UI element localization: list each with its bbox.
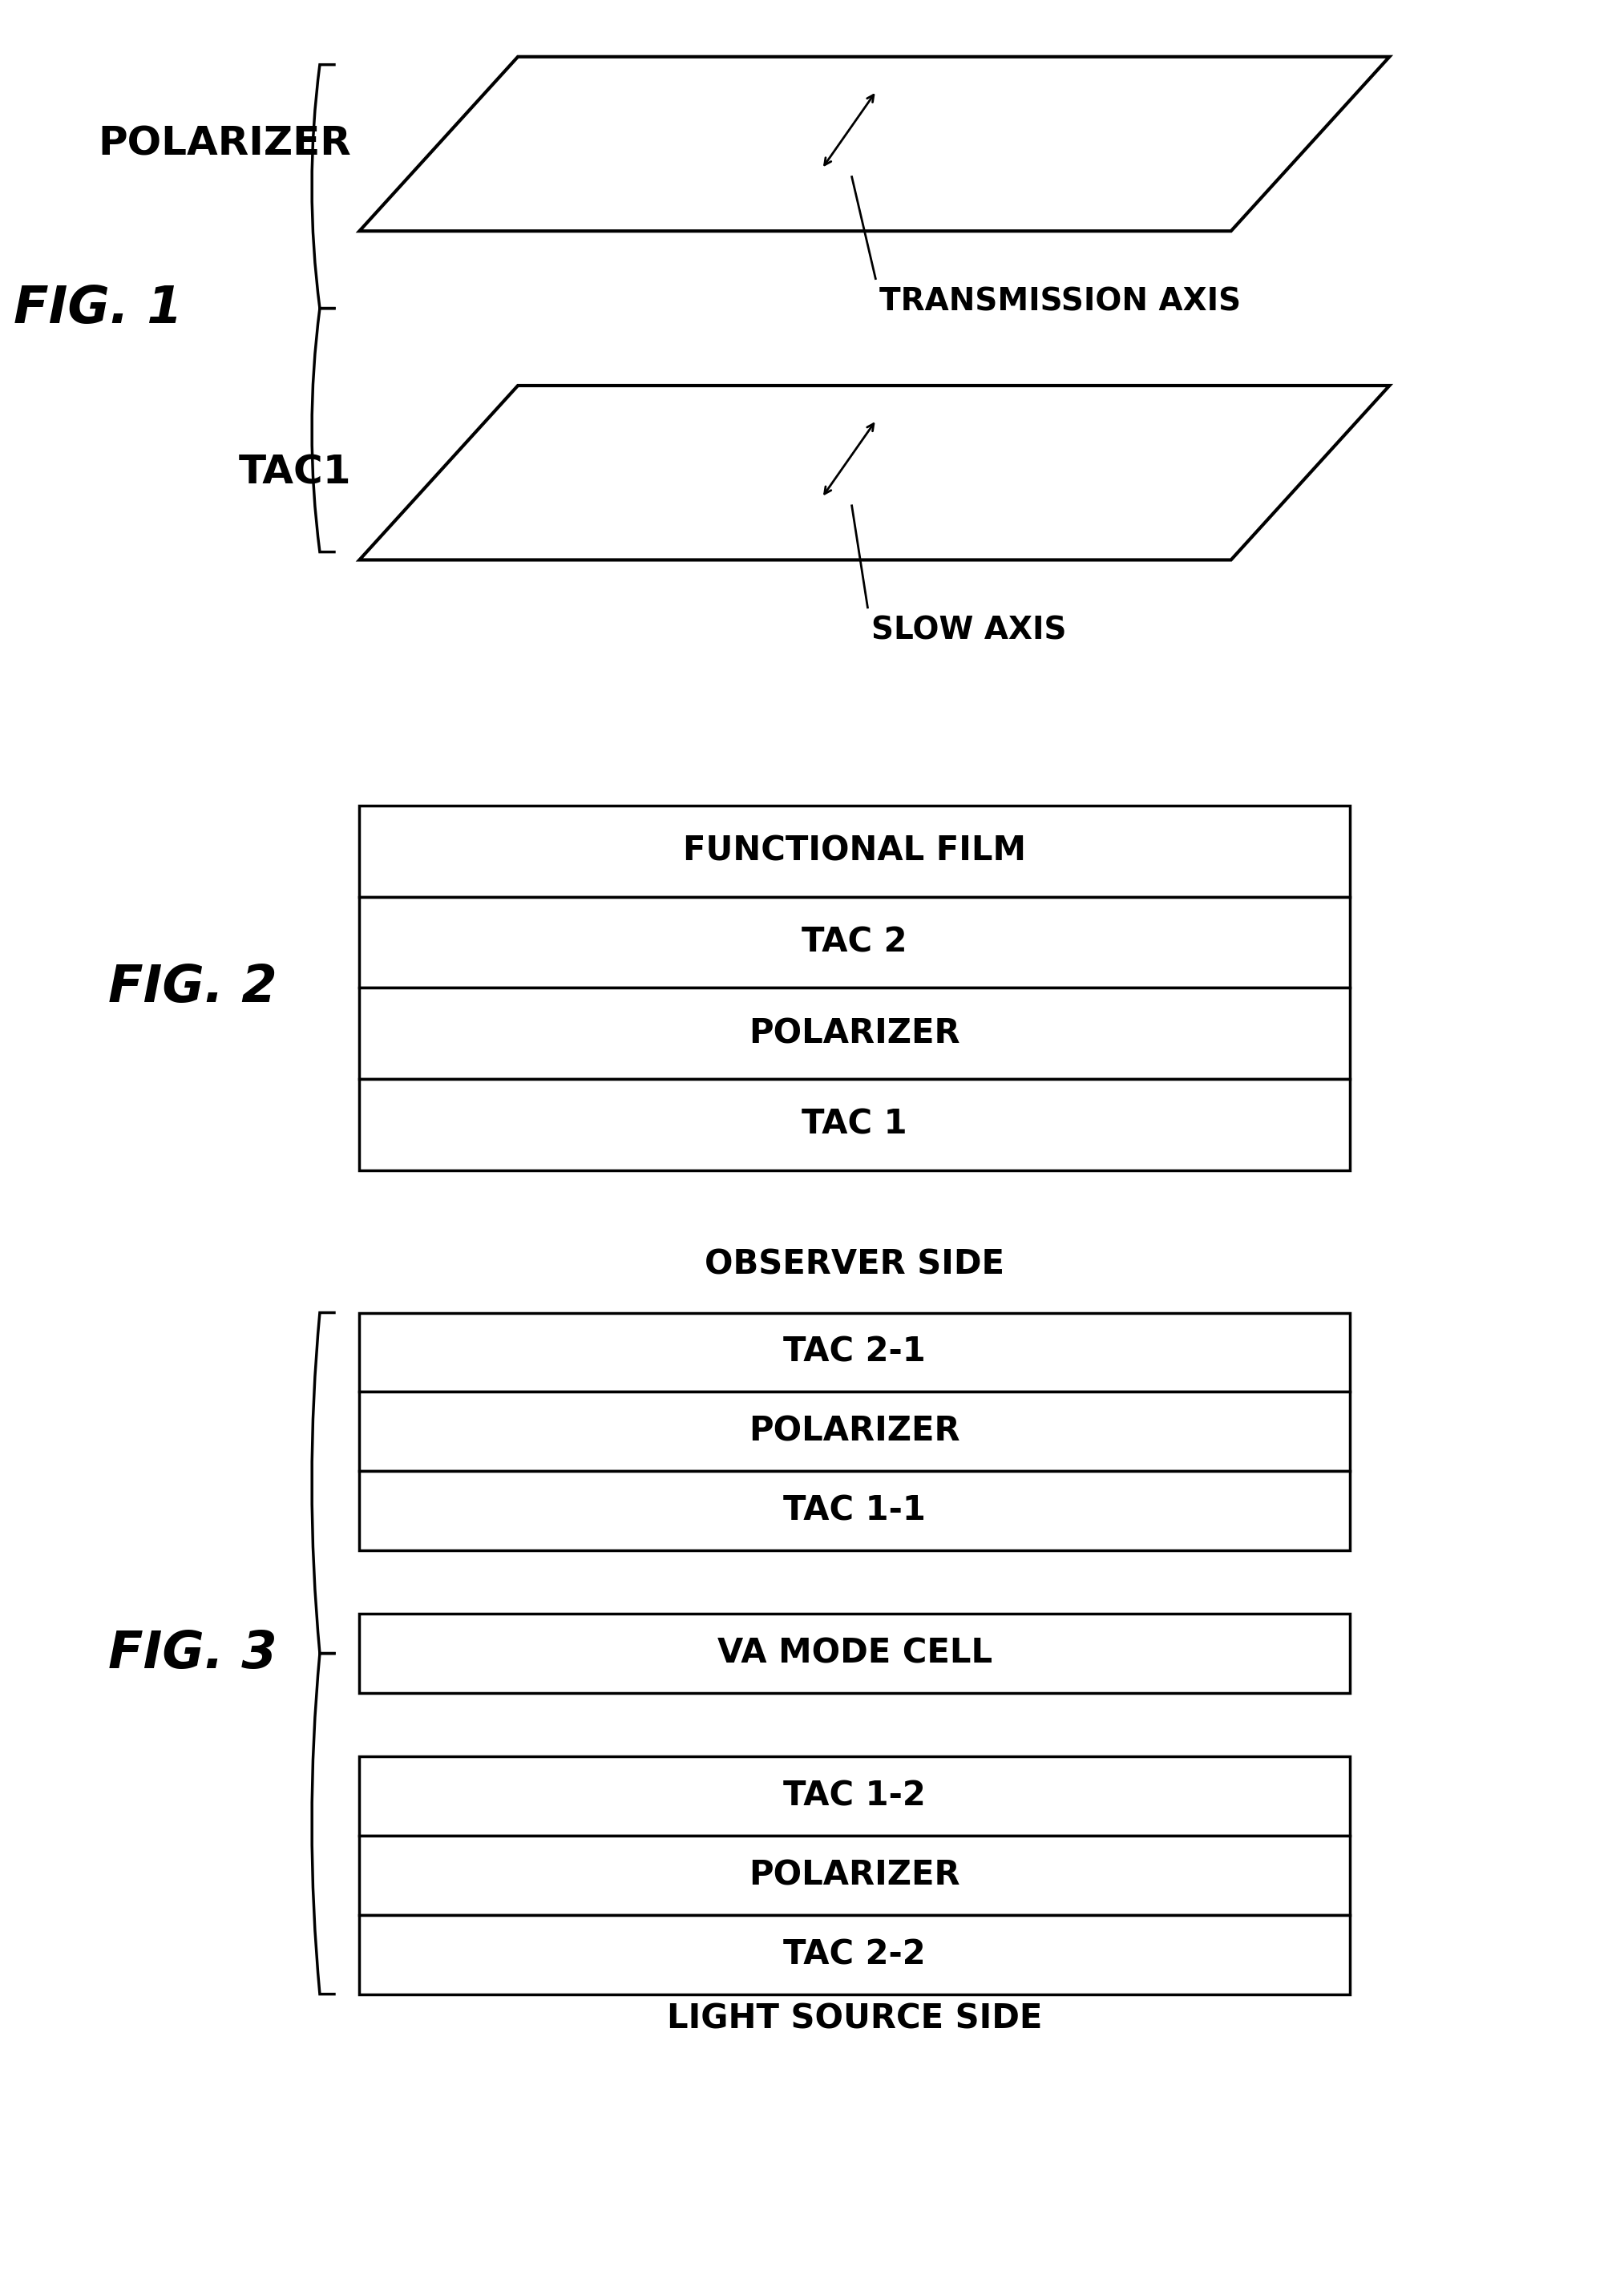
Bar: [359, 1756, 1350, 1836]
Text: POLARIZER: POLARIZER: [749, 1859, 960, 1891]
Text: POLARIZER: POLARIZER: [99, 126, 351, 162]
Bar: [359, 1914, 1350, 1994]
Text: TAC 1-2: TAC 1-2: [783, 1779, 926, 1814]
Text: SLOW AXIS: SLOW AXIS: [872, 615, 1067, 645]
Bar: [359, 1615, 1350, 1692]
Text: TAC 2-1: TAC 2-1: [783, 1336, 926, 1370]
Text: FIG. 1: FIG. 1: [13, 284, 182, 334]
Bar: [359, 805, 1350, 897]
Polygon shape: [359, 387, 1390, 560]
Text: TAC1: TAC1: [239, 453, 351, 492]
Bar: [359, 897, 1350, 988]
Bar: [359, 1079, 1350, 1171]
Text: VA MODE CELL: VA MODE CELL: [718, 1637, 992, 1670]
Polygon shape: [359, 57, 1390, 231]
Text: TAC 2-2: TAC 2-2: [783, 1937, 926, 1971]
Text: LIGHT SOURCE SIDE: LIGHT SOURCE SIDE: [667, 2001, 1043, 2035]
Text: OBSERVER SIDE: OBSERVER SIDE: [705, 1246, 1005, 1281]
Bar: [359, 988, 1350, 1079]
Text: TAC 1: TAC 1: [802, 1107, 908, 1141]
Text: POLARIZER: POLARIZER: [749, 1416, 960, 1448]
Bar: [359, 1313, 1350, 1393]
Text: TAC 2: TAC 2: [802, 926, 908, 958]
Text: FUNCTIONAL FILM: FUNCTIONAL FILM: [684, 835, 1026, 869]
Text: FIG. 3: FIG. 3: [109, 1628, 278, 1679]
Bar: [359, 1836, 1350, 1914]
Bar: [359, 1471, 1350, 1551]
Bar: [359, 1393, 1350, 1471]
Text: TAC 1-1: TAC 1-1: [783, 1493, 926, 1528]
Text: POLARIZER: POLARIZER: [749, 1015, 960, 1050]
Text: FIG. 2: FIG. 2: [109, 963, 278, 1013]
Text: TRANSMISSION AXIS: TRANSMISSION AXIS: [880, 286, 1241, 318]
